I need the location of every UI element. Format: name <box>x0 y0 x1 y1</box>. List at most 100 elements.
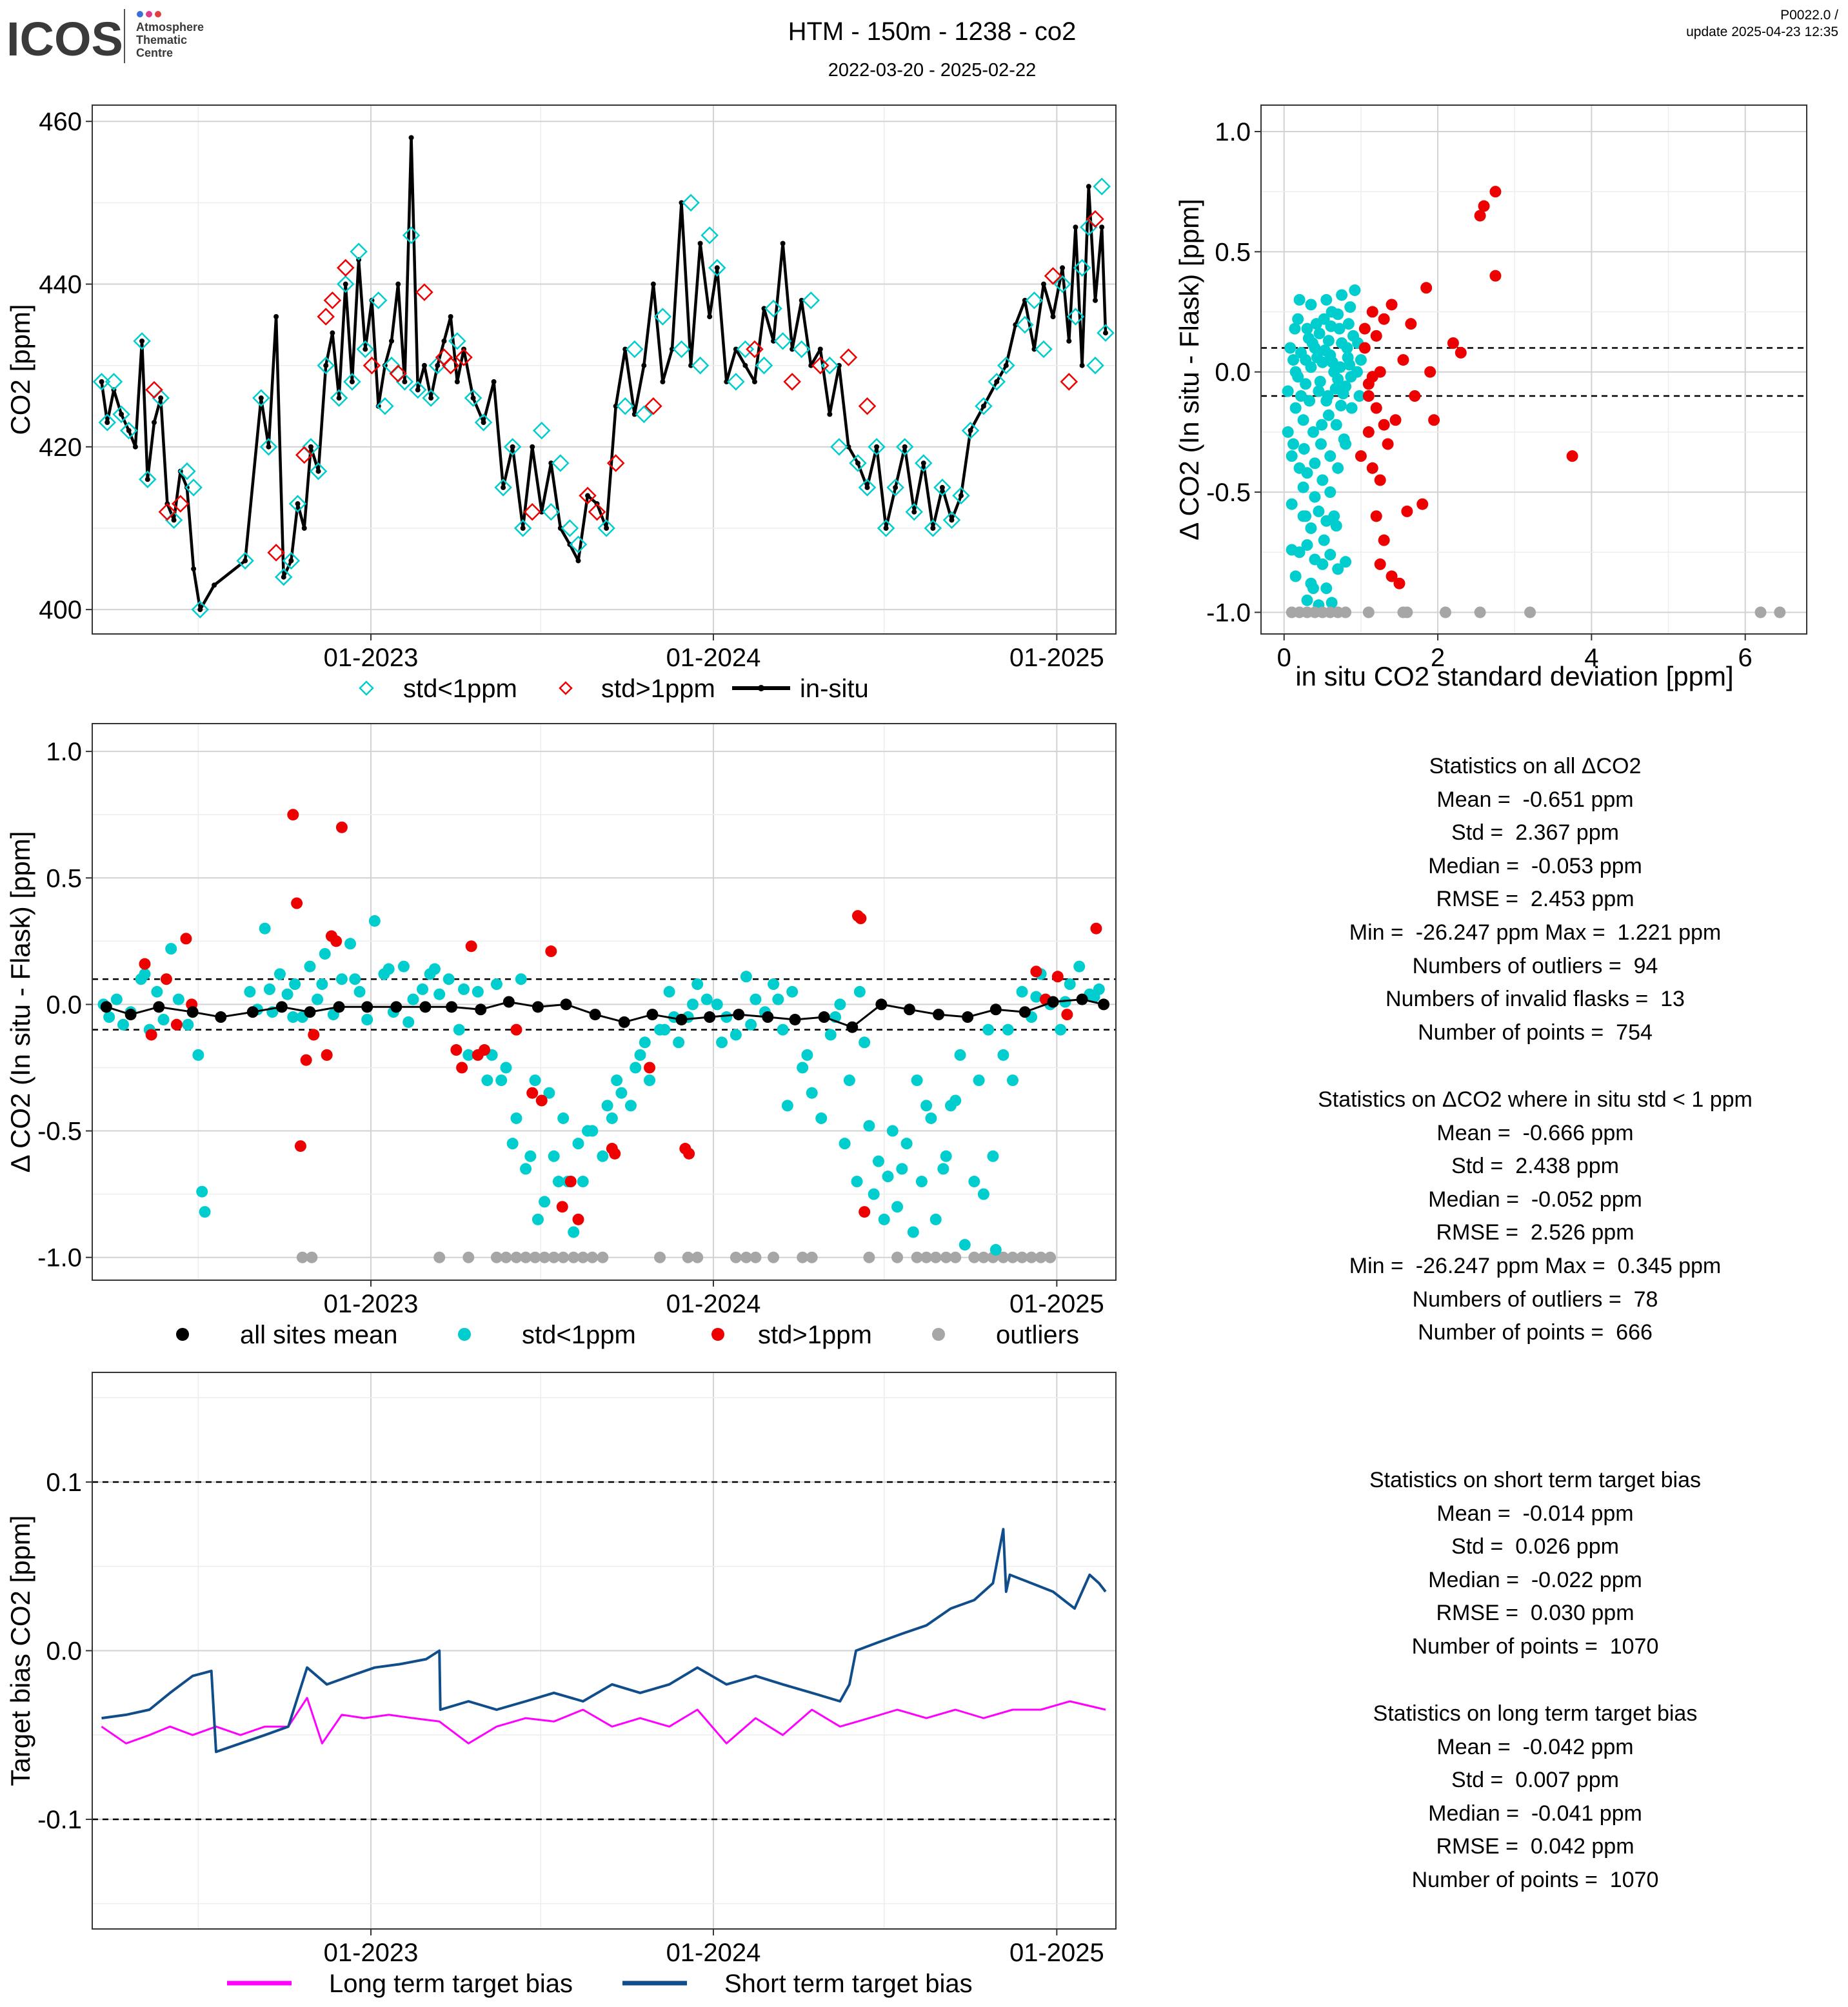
in-situ-point <box>780 241 786 246</box>
delta-point <box>801 1049 813 1061</box>
in-situ-point <box>99 379 104 384</box>
flask-diamond-cyan <box>597 519 615 537</box>
scatter-point <box>1286 498 1298 510</box>
stats-all-delta: Statistics on all ΔCO2 Mean = -0.651 ppm… <box>1238 750 1832 1049</box>
delta-point <box>777 1023 789 1036</box>
flask-diamond-cyan <box>376 397 394 415</box>
flask-diamond-cyan <box>708 259 726 277</box>
y-axis-label: CO2 [ppm] <box>5 304 35 435</box>
flask-diamond-cyan <box>961 421 980 440</box>
outlier-point <box>691 1251 704 1263</box>
delta-point <box>535 1094 548 1107</box>
delta-point <box>711 998 723 1011</box>
in-situ-point <box>1086 184 1091 190</box>
y-tick-label: 0.0 <box>46 1637 82 1666</box>
delta-point <box>170 1018 183 1031</box>
flask-diamond-cyan <box>494 479 512 497</box>
in-situ-point <box>308 444 313 450</box>
scatter-point <box>1318 313 1330 325</box>
delta-panel-background <box>92 724 1116 1280</box>
in-situ-point <box>1060 265 1066 271</box>
stats-line: Mean = -0.651 ppm <box>1436 787 1634 812</box>
delta-point <box>308 1029 320 1041</box>
delta-point <box>839 1138 851 1150</box>
legend-label: outliers <box>996 1321 1079 1349</box>
y-tick-label: 0.5 <box>46 864 82 893</box>
stats-line: Std = 0.026 ppm <box>1451 1534 1619 1559</box>
in-situ-point <box>585 493 591 499</box>
in-situ-point <box>281 574 286 580</box>
scatter-point <box>1286 450 1298 462</box>
stats-long-title: Statistics on long term target bias <box>1373 1701 1698 1726</box>
delta-point <box>263 983 275 995</box>
delta-point <box>834 998 846 1011</box>
flask-diamond-red <box>323 292 342 310</box>
y-tick-label: 440 <box>39 271 82 299</box>
flask-diamond-cyan <box>1053 275 1071 293</box>
scatter-point <box>1289 402 1302 414</box>
in-situ-point <box>266 444 272 450</box>
in-situ-point <box>421 362 427 368</box>
delta-point <box>465 940 477 953</box>
in-situ-point <box>369 297 375 303</box>
scatter-point <box>1378 313 1390 325</box>
sites-mean-point <box>704 1011 716 1023</box>
stats-line: Min = -26.247 ppm Max = 0.345 ppm <box>1349 1253 1722 1278</box>
scatter-point <box>1420 282 1433 294</box>
scatter-point <box>1386 570 1398 582</box>
scatter-point <box>1366 306 1378 318</box>
flask-diamond-red <box>1086 210 1104 228</box>
stats-short-term-bias: Statistics on short term target bias Mea… <box>1238 1464 1832 1664</box>
scatter-point <box>1447 337 1459 349</box>
delta-point <box>900 1138 913 1150</box>
delta-point <box>973 1074 985 1087</box>
flask-diamond-red <box>579 486 597 505</box>
delta-point <box>1090 922 1102 934</box>
delta-point <box>611 1074 623 1087</box>
delta-point <box>609 1147 621 1160</box>
flask-diamond-cyan <box>802 292 820 310</box>
scatter-point <box>1346 402 1358 414</box>
in-situ-point <box>343 281 348 287</box>
delta-point <box>577 1176 589 1188</box>
scatter-point <box>1300 378 1312 390</box>
outlier-point <box>548 1251 560 1263</box>
in-situ-point <box>132 444 138 450</box>
flask-diamond-cyan <box>988 373 1006 391</box>
outlier-point <box>968 1251 980 1263</box>
delta-point <box>624 1100 637 1112</box>
scatter-point <box>1370 330 1382 342</box>
delta-point <box>929 1213 942 1225</box>
y-tick-label: 0.1 <box>46 1468 82 1497</box>
co2-panel-border <box>92 104 1117 635</box>
delta-point <box>686 998 699 1011</box>
delta-point <box>300 1054 312 1066</box>
y-tick-label: 0.0 <box>1215 359 1251 387</box>
delta-point <box>335 973 348 985</box>
delta-point <box>450 1044 462 1056</box>
delta-point <box>716 1036 728 1049</box>
flask-diamond-cyan <box>191 600 210 618</box>
scatter-point <box>1300 354 1312 366</box>
scatter-point <box>1305 299 1317 311</box>
logo-dot-red <box>155 11 161 17</box>
scatter-point <box>1305 522 1317 534</box>
scatter-point <box>1341 342 1353 354</box>
delta-point <box>304 960 316 973</box>
sites-mean-point <box>304 1006 316 1018</box>
legend-label: std>1ppm <box>758 1321 872 1349</box>
in-situ-point <box>258 395 264 401</box>
flask-diamond-red <box>267 544 285 562</box>
outlier-point <box>539 1251 551 1263</box>
outlier-point <box>977 1251 989 1263</box>
in-situ-point <box>669 346 675 352</box>
stats-line: Number of points = 754 <box>1418 1020 1653 1045</box>
flask-diamond-cyan <box>330 389 348 407</box>
delta-point <box>572 1213 584 1225</box>
outlier-point <box>682 1251 694 1263</box>
outlier-point <box>949 1251 962 1263</box>
flask-diamond-cyan <box>448 332 466 350</box>
outlier-point <box>1006 1251 1018 1263</box>
delta-point <box>915 1176 928 1188</box>
flask-diamond-cyan <box>895 438 914 456</box>
